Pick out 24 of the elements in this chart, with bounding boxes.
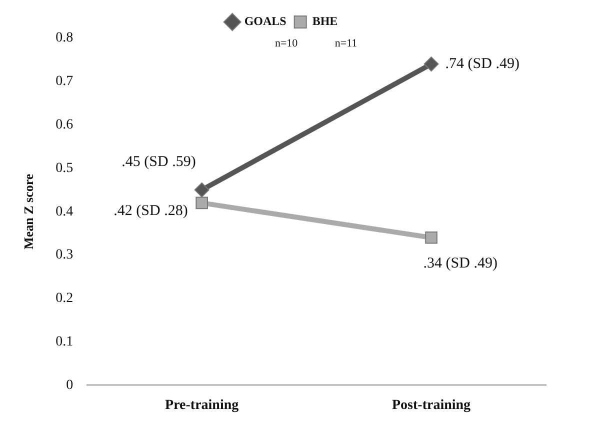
y-tick-label: 0.3 — [56, 248, 74, 263]
data-label: .34 (SD .49) — [423, 256, 498, 272]
x-tick-label: Post-training — [392, 398, 471, 414]
data-label: .74 (SD .49) — [445, 56, 520, 72]
y-tick-label: 0.1 — [56, 334, 74, 350]
y-tick-label: 0.2 — [56, 291, 74, 306]
legend-label: GOALS — [244, 14, 287, 28]
legend-label: BHE — [312, 14, 338, 28]
y-tick-label: 0 — [66, 378, 74, 393]
annotation: n=10 — [274, 37, 298, 50]
y-axis-title: Mean Z score — [21, 174, 36, 250]
x-tick-label: Pre-training — [165, 398, 239, 414]
y-tick-label: 0.4 — [56, 204, 74, 220]
point — [194, 182, 210, 198]
point — [196, 196, 208, 210]
data-label: .45 (SD .59) — [122, 154, 196, 170]
y-tick-label: 0.7 — [56, 74, 74, 90]
y-tick-label: 0.5 — [56, 160, 74, 176]
data-label: .42 (SD .28) — [114, 202, 188, 219]
annotation: n=11 — [334, 37, 358, 50]
point — [425, 231, 438, 244]
point — [424, 56, 439, 72]
y-tick-label: 0.6 — [56, 117, 74, 132]
y-tick-label: 0.8 — [56, 30, 74, 46]
